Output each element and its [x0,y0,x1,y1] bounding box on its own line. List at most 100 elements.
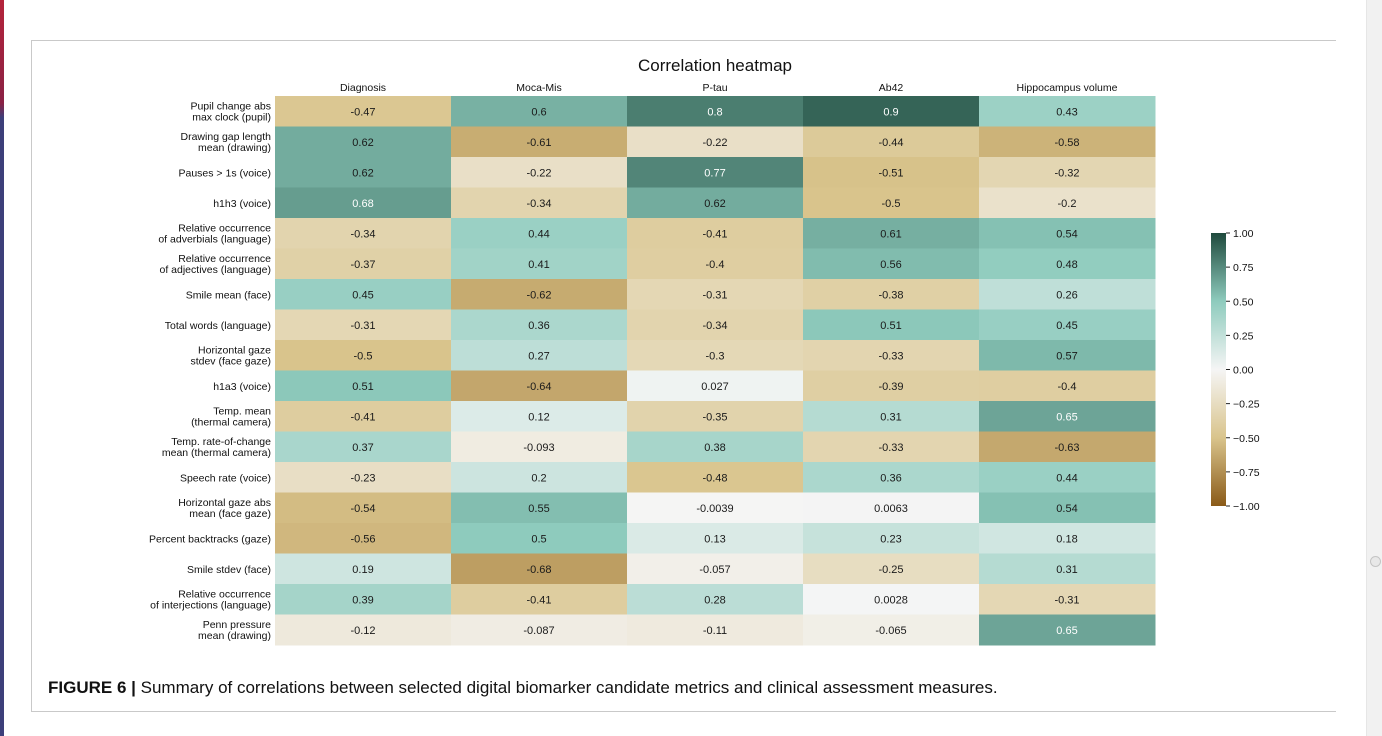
heatmap-cell [979,157,1156,188]
cell-value-label: 0.48 [1056,259,1077,271]
figure-caption-text: Summary of correlations between selected… [135,678,998,697]
cell-value-label: 0.56 [880,259,901,271]
heatmap-cell [275,218,452,249]
cell-value-label: 0.62 [352,167,373,179]
cell-value-label: -0.065 [875,625,906,637]
heatmap-cell [803,523,980,554]
cell-value-label: -0.39 [878,381,903,393]
cell-value-label: -0.33 [878,350,903,362]
heatmap-cell [627,309,804,341]
heatmap-cell [275,187,452,219]
colorbar-ticks: 1.00 0.75 0.50 0.25 0.00 −0.25 −0.50 −0.75 −1.00 [1226,228,1260,513]
column-label: Diagnosis [340,82,386,94]
colorbar-tick-label: 0.75 [1233,262,1254,274]
heatmap-cell [627,96,804,127]
column-label: P-tau [702,82,727,94]
heatmap-cell [275,126,452,158]
cell-value-label: 0.62 [352,137,373,149]
colorbar-tick-label: −0.25 [1233,399,1260,411]
heatmap-cell [979,523,1156,554]
heatmap-cell [803,492,980,524]
row-label: Percent backtracks (gaze) [149,533,271,545]
cell-value-label: 0.65 [1056,411,1077,423]
heatmap-cell [627,492,804,524]
heatmap-cell [979,248,1156,280]
heatmap-cell [979,431,1156,463]
cell-value-label: -0.23 [350,472,375,484]
row-labels: Pupil change abs max clock (pupil) Drawing… [149,100,271,642]
heatmap-cell [275,462,452,493]
heatmap-cell [451,370,628,402]
cell-value-label: -0.34 [526,198,551,210]
cell-value-label: 0.45 [352,289,373,301]
colorbar-tick-label: 0.25 [1233,330,1254,342]
cell-value-label: 0.28 [704,594,725,606]
heatmap-cell [275,523,452,554]
heatmap-cell [627,401,804,432]
cell-value-label: 0.41 [528,259,549,271]
cell-value-label: -0.62 [526,289,551,301]
heatmap-cell [627,462,804,493]
heatmap-cell [627,248,804,280]
cell-value-label: 0.65 [1056,625,1077,637]
column-label: Hippocampus volume [1017,82,1118,94]
heatmap-cell [275,401,452,432]
cell-value-label: 0.18 [1056,533,1077,545]
cell-value-label: 0.27 [528,350,549,362]
row-label: Horizontal gaze abs mean (face gaze) [178,497,271,520]
heatmap-cell [275,279,452,310]
cell-value-label: -0.41 [702,228,727,240]
heatmap-cell [803,401,980,432]
figure-caption-label: FIGURE 6 | [48,678,136,697]
heatmap-cell [627,584,804,615]
cell-value-label: 0.9 [883,106,898,118]
column-label: Moca-Mis [516,82,562,94]
cell-value-label: -0.44 [878,137,903,149]
heatmap-cell [627,279,804,310]
cell-value-label: -0.31 [702,289,727,301]
colorbar-tick-label: −0.50 [1233,433,1260,445]
cell-value-label: -0.47 [350,106,375,118]
heatmap-cell [979,126,1156,158]
cell-value-label: -0.34 [702,320,727,332]
cell-value-label: 0.6 [531,106,546,118]
cell-value-label: 0.36 [528,320,549,332]
heatmap-cell [451,492,628,524]
cell-value-label: 0.55 [528,503,549,515]
row-label: Speech rate (voice) [180,472,271,484]
colorbar-tick-label: −0.75 [1233,467,1260,479]
cell-value-label: -0.33 [878,442,903,454]
colorbar-gradient [1211,233,1226,506]
cell-value-label: -0.41 [526,594,551,606]
heatmap-cell [979,553,1156,585]
cell-value-label: -0.12 [350,625,375,637]
heatmap-cell [803,126,980,158]
cell-value-label: -0.35 [702,411,727,423]
cell-value-label: 0.51 [352,381,373,393]
heatmap-cell [451,157,628,188]
heatmap-cell [979,492,1156,524]
cell-value-label: 0.26 [1056,289,1077,301]
heatmap-cell [803,309,980,341]
heatmap-cell [979,584,1156,615]
scrollbar-thumb[interactable] [1370,556,1381,567]
cell-value-label: -0.22 [526,167,551,179]
cell-value-label: 0.77 [704,167,725,179]
scrollbar[interactable] [1366,0,1382,736]
cell-value-label: -0.51 [878,167,903,179]
cell-value-label: -0.34 [350,228,375,240]
cell-value-label: -0.63 [1054,442,1079,454]
heatmap-cell [451,279,628,310]
cell-value-label: 0.45 [1056,320,1077,332]
row-label: Temp. rate-of-change mean (thermal camera… [162,436,271,459]
heatmap-cell [979,279,1156,310]
heatmap-cell [803,218,980,249]
colorbar-tick-label: 1.00 [1233,228,1254,240]
heatmap-cell [979,401,1156,432]
cell-value-label: 0.57 [1056,350,1077,362]
colorbar: 1.00 0.75 0.50 0.25 0.00 −0.25 −0.50 −0.75 −1.00 [1211,228,1260,513]
cell-value-label: 0.31 [880,411,901,423]
heatmap-cell [803,584,980,615]
heatmap-cell [627,553,804,585]
row-label: Pupil change abs max clock (pupil) [190,100,271,123]
